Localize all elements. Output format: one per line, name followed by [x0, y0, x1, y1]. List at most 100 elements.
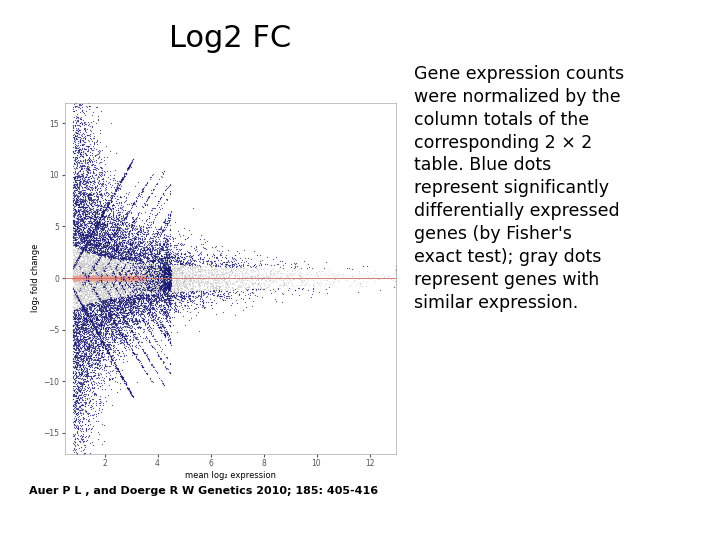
Point [184, 265, 196, 274]
Point [73, 280, 84, 288]
Point [129, 289, 140, 298]
Point [111, 302, 122, 311]
Point [78, 256, 89, 265]
Point [103, 292, 114, 300]
Point [95, 307, 107, 315]
Point [77, 376, 89, 384]
Point [78, 276, 90, 285]
Point [74, 251, 86, 260]
Point [161, 295, 172, 304]
Point [87, 338, 99, 347]
Point [109, 273, 121, 281]
Point [76, 113, 87, 122]
Point [114, 273, 125, 282]
Point [94, 350, 105, 359]
Point [113, 287, 125, 296]
Point [113, 249, 125, 258]
Point [104, 344, 115, 353]
Point [127, 274, 139, 282]
Point [147, 279, 158, 287]
Point [72, 274, 84, 282]
Point [73, 252, 84, 260]
Point [74, 174, 86, 183]
Point [91, 326, 103, 334]
Point [135, 280, 146, 289]
Point [124, 248, 135, 257]
Point [150, 367, 162, 376]
Point [72, 272, 84, 280]
Point [154, 224, 166, 233]
Point [73, 202, 85, 211]
Point [180, 258, 192, 267]
Point [116, 288, 127, 297]
Point [94, 325, 106, 333]
Point [78, 352, 90, 361]
Point [179, 293, 191, 302]
Point [97, 288, 109, 297]
Point [151, 275, 163, 284]
Point [153, 258, 165, 266]
Point [82, 212, 94, 220]
Point [114, 291, 125, 300]
Point [197, 298, 209, 306]
Point [72, 210, 84, 218]
Point [145, 316, 157, 325]
Point [68, 269, 79, 278]
Point [158, 279, 169, 287]
Point [109, 231, 121, 239]
Point [71, 222, 83, 231]
Point [114, 273, 125, 282]
Point [125, 309, 137, 318]
Point [93, 290, 104, 299]
Point [156, 320, 168, 329]
Point [94, 223, 106, 232]
Point [165, 270, 176, 279]
Point [159, 255, 171, 264]
Point [138, 187, 149, 195]
Point [77, 269, 89, 278]
Point [90, 287, 102, 295]
Point [125, 241, 136, 249]
Point [70, 276, 81, 285]
Point [89, 241, 101, 250]
Point [167, 293, 179, 301]
Point [84, 299, 95, 307]
Point [158, 282, 169, 291]
Point [108, 278, 120, 287]
Point [149, 300, 161, 308]
Point [68, 298, 79, 307]
Point [293, 284, 305, 293]
Point [98, 220, 109, 228]
Point [137, 251, 148, 259]
Point [81, 273, 93, 282]
Point [261, 280, 273, 289]
Point [76, 380, 87, 388]
Point [102, 255, 114, 264]
Point [120, 209, 132, 218]
Point [112, 267, 123, 276]
Point [84, 177, 96, 185]
Point [149, 237, 161, 245]
Point [77, 213, 89, 222]
Point [102, 264, 113, 273]
Point [104, 302, 115, 311]
Point [129, 242, 140, 251]
Point [130, 235, 141, 244]
Point [107, 232, 119, 241]
Point [71, 350, 82, 359]
Point [111, 245, 122, 253]
Point [89, 191, 100, 200]
Point [122, 272, 134, 280]
Point [109, 262, 120, 271]
Point [132, 244, 144, 253]
Point [119, 245, 130, 253]
Point [118, 171, 130, 180]
Point [108, 317, 120, 326]
Point [76, 304, 87, 313]
Point [89, 332, 100, 341]
Point [117, 295, 129, 303]
Point [81, 260, 93, 268]
Point [76, 189, 88, 198]
Point [86, 258, 97, 267]
Point [100, 343, 112, 352]
